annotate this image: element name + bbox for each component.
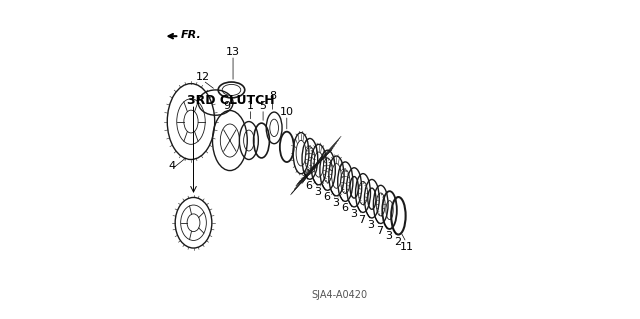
- Text: 7: 7: [376, 226, 383, 236]
- Text: 1: 1: [247, 101, 254, 111]
- Text: 13: 13: [226, 47, 240, 57]
- Text: 3: 3: [385, 231, 392, 241]
- Text: 3: 3: [349, 209, 356, 219]
- Text: 9: 9: [223, 101, 230, 111]
- Text: FR.: FR.: [181, 30, 202, 40]
- Text: 10: 10: [280, 107, 294, 117]
- Text: 3: 3: [332, 198, 339, 208]
- Text: 11: 11: [399, 242, 413, 252]
- Text: SJA4-A0420: SJA4-A0420: [311, 291, 367, 300]
- Text: 7: 7: [358, 215, 365, 225]
- Text: 5: 5: [260, 101, 267, 111]
- Text: 4: 4: [168, 161, 175, 171]
- Text: 12: 12: [196, 72, 210, 82]
- Text: 6: 6: [323, 192, 330, 203]
- Text: 8: 8: [269, 91, 276, 101]
- Text: 6: 6: [305, 182, 312, 191]
- Text: 3: 3: [314, 187, 321, 197]
- Text: 6: 6: [341, 204, 348, 213]
- Text: 3: 3: [367, 220, 374, 230]
- Text: 3RD CLUTCH: 3RD CLUTCH: [187, 94, 275, 108]
- Text: 2: 2: [394, 237, 401, 247]
